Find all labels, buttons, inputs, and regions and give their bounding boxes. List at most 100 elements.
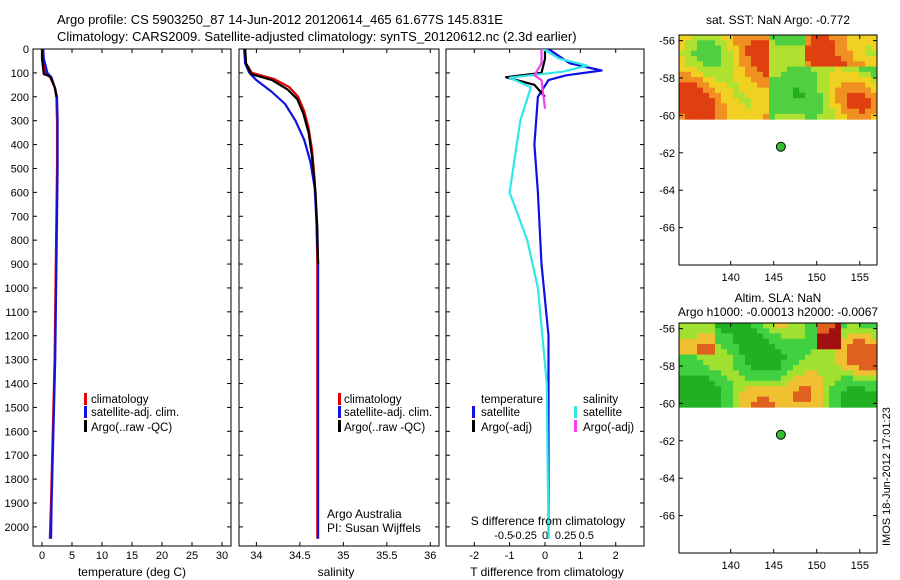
heatmap-cell (799, 391, 806, 398)
heatmap-cell (811, 71, 818, 78)
heatmap-cell (781, 354, 788, 361)
heatmap-cell (709, 365, 716, 371)
heatmap-cell (787, 61, 794, 68)
heatmap-cell (805, 113, 812, 120)
heatmap-cell (757, 338, 764, 345)
heatmap-cell (703, 375, 710, 382)
heatmap-cell (775, 82, 782, 89)
heatmap-cell (709, 77, 716, 83)
heatmap-cell (847, 349, 854, 356)
heatmap-cell (685, 82, 692, 89)
heatmap-cell (739, 71, 746, 78)
heatmap-cell (769, 103, 776, 110)
heatmap-cell (847, 35, 854, 41)
heatmap-cell (817, 103, 824, 110)
map-frame (678, 34, 878, 266)
heatmap-cell (679, 77, 686, 83)
heatmap-cell (727, 359, 734, 366)
heatmap-cell (715, 113, 722, 120)
heatmap-cell (853, 391, 860, 398)
heatmap-cell (865, 359, 872, 366)
heatmap-cell (733, 386, 740, 392)
heatmap-cell (823, 61, 830, 68)
heatmap-cell (841, 386, 848, 392)
heatmap-cell (835, 333, 842, 340)
heatmap-cell (685, 375, 692, 382)
heatmap-cell (703, 50, 710, 57)
heatmap-cell (829, 386, 836, 392)
heatmap-cell (715, 66, 722, 73)
heatmap-cell (751, 338, 758, 345)
heatmap-cell (841, 92, 848, 99)
heatmap-cell (787, 66, 794, 73)
heatmap-cell (715, 401, 722, 408)
heatmap-cell (835, 40, 842, 47)
heatmap-cell (847, 87, 854, 94)
heatmap-cell (823, 98, 830, 104)
heatmap-cell (853, 50, 860, 57)
heatmap-cell (715, 338, 722, 345)
heatmap-cell (709, 323, 716, 329)
heatmap-cell (709, 66, 716, 73)
heatmap-cell (841, 349, 848, 356)
sla-map: -56 -58 -60 -62 -64 -66 140 145 150 155 (659, 322, 878, 572)
heatmap-cell (739, 103, 746, 110)
heatmap-cell (751, 333, 758, 340)
heatmap-cell (775, 103, 782, 110)
heatmap-cell (769, 82, 776, 89)
heatmap-cell (721, 354, 728, 361)
heatmap-cell (733, 77, 740, 83)
heatmap-cell (739, 349, 746, 356)
heatmap-cell (685, 71, 692, 78)
heatmap-cell (763, 40, 770, 47)
y-tick-label: -66 (659, 511, 675, 523)
heatmap-cell (697, 396, 704, 403)
heatmap-cell (769, 344, 776, 350)
heatmap-cell (727, 40, 734, 47)
heatmap-cell (721, 92, 728, 99)
heatmap-cell (829, 98, 836, 104)
heatmap-cell (781, 323, 788, 329)
heatmap-cell (703, 45, 710, 52)
heatmap-cell (799, 401, 806, 408)
heatmap-cell (757, 349, 764, 356)
heatmap-cell (841, 35, 848, 41)
heatmap-cell (781, 386, 788, 392)
heatmap-cell (697, 338, 704, 345)
heatmap-cell (805, 380, 812, 387)
heatmap-cell (847, 354, 854, 361)
heatmap-cell (859, 50, 866, 57)
x-tick-label: 30 (216, 550, 228, 562)
y-tick-label: 500 (11, 163, 29, 175)
heatmap-cell (799, 56, 806, 62)
heatmap-cell (823, 56, 830, 62)
heatmap-cell (817, 386, 824, 392)
heatmap-cell (853, 108, 860, 115)
heatmap-cell (703, 380, 710, 387)
heatmap-cell (703, 370, 710, 377)
heatmap-cell (703, 98, 710, 104)
heatmap-cell (871, 50, 878, 57)
heatmap-cell (811, 349, 818, 356)
heatmap-cell (781, 113, 788, 120)
heatmap-cell (829, 401, 836, 408)
heatmap-cell (871, 61, 878, 68)
heatmap-cell (727, 50, 734, 57)
heatmap-cell (715, 333, 722, 340)
heatmap-cell (781, 344, 788, 350)
heatmap-cell (745, 71, 752, 78)
y-tick-label: 1000 (5, 283, 29, 295)
heatmap-cell (871, 328, 878, 335)
heatmap-cell (757, 113, 764, 120)
temperature-xlabel: temperature (deg C) (78, 565, 186, 579)
heatmap-cell (799, 365, 806, 371)
heatmap-cell (739, 50, 746, 57)
heatmap-cell (835, 380, 842, 387)
heatmap-cell (823, 50, 830, 57)
heatmap-cell (781, 328, 788, 335)
heatmap-cell (769, 328, 776, 335)
heatmap-cell (757, 103, 764, 110)
heatmap-cell (859, 77, 866, 83)
heatmap-cell (859, 61, 866, 68)
heatmap-cell (775, 98, 782, 104)
